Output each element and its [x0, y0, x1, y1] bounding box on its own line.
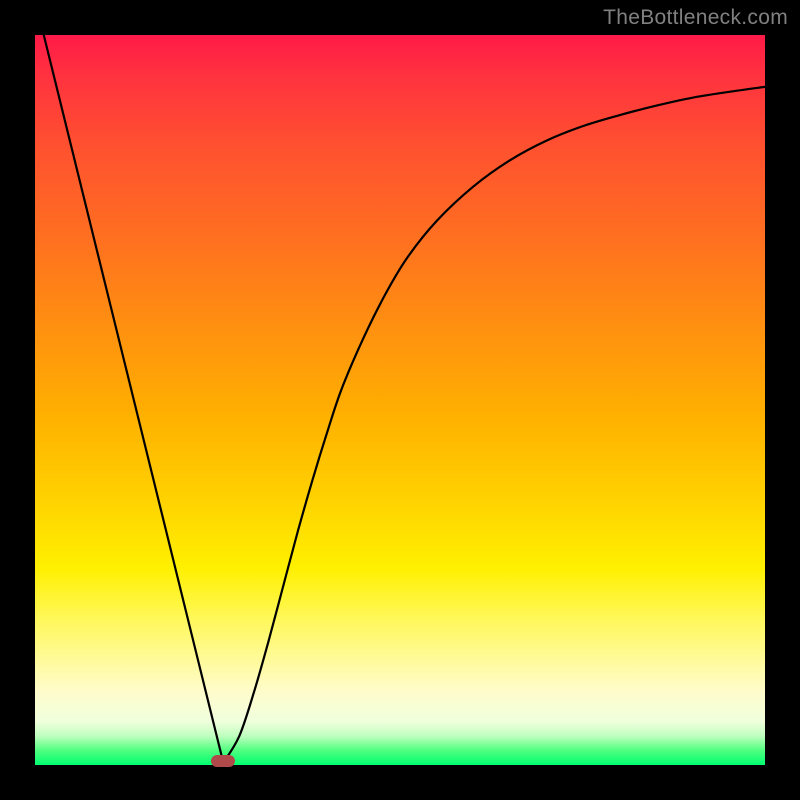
chart-plot-area — [35, 35, 765, 765]
curve-path — [44, 35, 765, 763]
watermark-text: TheBottleneck.com — [603, 6, 788, 30]
bottleneck-curve — [35, 35, 765, 765]
bottleneck-marker — [211, 755, 235, 767]
